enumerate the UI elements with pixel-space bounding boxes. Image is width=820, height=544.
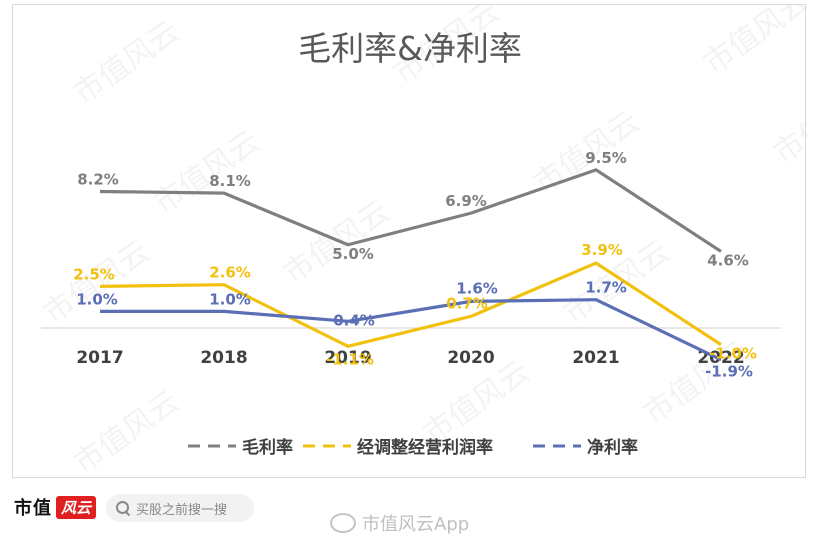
x-tick-label: 2021 bbox=[572, 348, 619, 368]
data-label: 5.0% bbox=[332, 245, 374, 263]
data-label: 9.5% bbox=[585, 149, 627, 167]
x-tick-label: 2018 bbox=[200, 348, 247, 368]
search-placeholder: 买股之前搜一搜 bbox=[136, 502, 228, 518]
series-line-2 bbox=[100, 298, 722, 362]
watermark-text: 市值风云 bbox=[768, 74, 807, 171]
data-label: 4.6% bbox=[707, 251, 749, 269]
series-line-1 bbox=[99, 261, 722, 348]
weibo-text: 市值风云App bbox=[362, 514, 470, 535]
data-label: 1.7% bbox=[585, 279, 627, 297]
data-label: 1.0% bbox=[209, 290, 251, 308]
chart-title: 毛利率&净利率 bbox=[298, 29, 522, 68]
x-tick-label: 2020 bbox=[447, 348, 494, 368]
data-label: 8.1% bbox=[209, 172, 251, 190]
chart-frame: 市值风云 市值风云 市值风云 市值风云 市值风云 市值风云 市值风云 市值风云 市值风云 市值风云… bbox=[12, 4, 807, 479]
watermark-text: 市值风云 bbox=[698, 5, 807, 82]
data-label: 3.9% bbox=[581, 241, 623, 259]
x-tick-label: 2017 bbox=[76, 348, 123, 368]
brand-text: 市值 bbox=[14, 498, 52, 519]
data-label: -1.9% bbox=[705, 363, 753, 381]
weibo-icon bbox=[330, 513, 356, 533]
data-label: 6.9% bbox=[445, 192, 487, 210]
data-label: 2.6% bbox=[209, 264, 251, 282]
data-label: -1.0% bbox=[709, 345, 757, 363]
data-label: 1.0% bbox=[76, 290, 118, 308]
data-label: -1.1% bbox=[326, 350, 374, 368]
series-line-0 bbox=[99, 168, 722, 253]
data-label: 2.5% bbox=[73, 265, 115, 283]
legend-label: 毛利率 bbox=[242, 437, 293, 458]
watermark-text: 市值风云 bbox=[68, 14, 186, 111]
watermark-text: 市值风云 bbox=[278, 194, 396, 291]
legend-label: 净利率 bbox=[587, 437, 638, 458]
brand-badge: 风云 bbox=[56, 495, 97, 519]
data-label: 8.2% bbox=[77, 170, 119, 188]
data-label: 0.7% bbox=[446, 294, 488, 312]
search-input[interactable]: 买股之前搜一搜 bbox=[106, 494, 254, 522]
brand-logo[interactable]: 市值 风云 bbox=[14, 494, 97, 520]
data-label: 0.4% bbox=[333, 311, 375, 329]
data-label: 1.6% bbox=[456, 279, 498, 297]
legend-label: 经调整经营利润率 bbox=[357, 437, 493, 458]
weibo-watermark: 市值风云App bbox=[330, 510, 469, 536]
watermark-text: 市值风云 bbox=[418, 354, 536, 451]
x-tick-label: 2019 bbox=[324, 348, 371, 368]
search-icon bbox=[116, 501, 131, 517]
footer-bar: 市值 风云 买股之前搜一搜 市值风云App bbox=[0, 486, 820, 544]
watermark-text: 市值风云 bbox=[68, 384, 186, 479]
